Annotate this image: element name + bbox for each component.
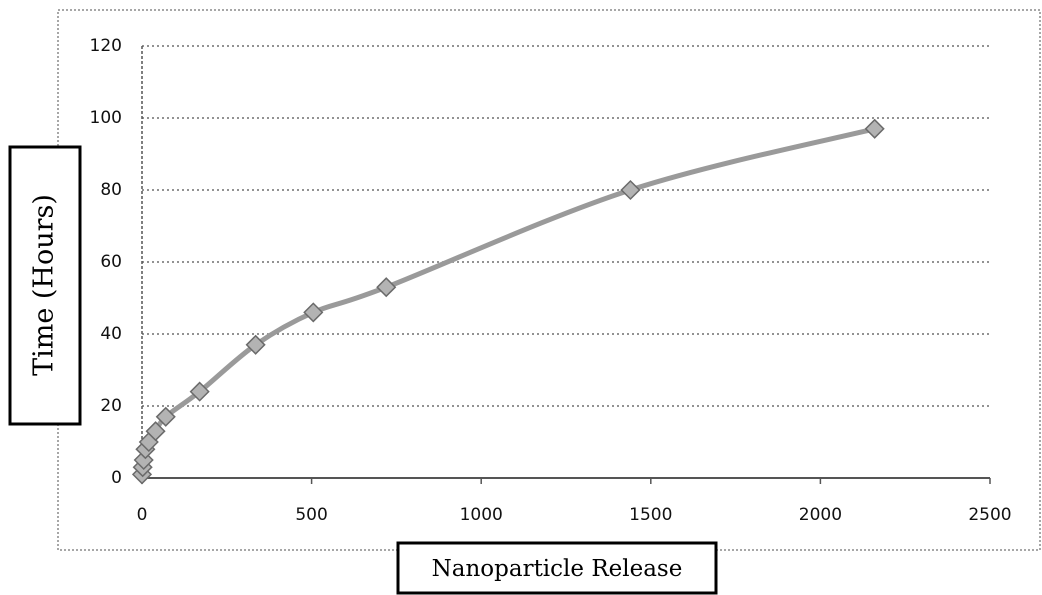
data-point-marker [189, 381, 210, 402]
gridlines [142, 45, 990, 407]
x-tick-label: 2000 [799, 505, 842, 525]
chart-area-border [57, 9, 1041, 551]
x-axis-title: Nanoparticle Release [432, 556, 683, 582]
y-tick-label: 40 [100, 324, 122, 344]
x-tick-label: 500 [295, 505, 327, 525]
y-tick-label: 100 [90, 108, 122, 128]
y-tick-labels: 0 20 40 60 80 100 120 [90, 36, 122, 488]
data-point-marker [145, 421, 166, 442]
y-axis-title-group: Time (Hours) [8, 145, 82, 426]
x-tick-label: 2500 [968, 505, 1011, 525]
data-point-marker [864, 118, 885, 139]
x-tick-label: 1000 [460, 505, 503, 525]
x-tick-label: 1500 [629, 505, 672, 525]
x-axis-title-box [396, 541, 718, 595]
y-tick-label: 120 [90, 36, 122, 56]
data-point-marker [376, 277, 397, 298]
y-tick-label: 20 [100, 396, 122, 416]
x-tick-labels: 0 500 1000 1500 2000 2500 [137, 505, 1012, 525]
x-tick-label: 0 [137, 505, 148, 525]
x-axis-title-group: Nanoparticle Release [396, 541, 718, 595]
y-axis-title-box [8, 145, 82, 426]
y-tick-label: 80 [100, 180, 122, 200]
data-point-marker [155, 406, 176, 427]
y-axis-title: Time (Hours) [29, 194, 60, 376]
series-line [139, 126, 878, 477]
data-point-marker [303, 302, 324, 323]
series-line-group [131, 118, 885, 485]
y-tick-label: 0 [111, 468, 122, 488]
data-point-marker [620, 179, 641, 201]
data-point-marker [245, 334, 266, 355]
y-tick-label: 60 [100, 252, 122, 272]
